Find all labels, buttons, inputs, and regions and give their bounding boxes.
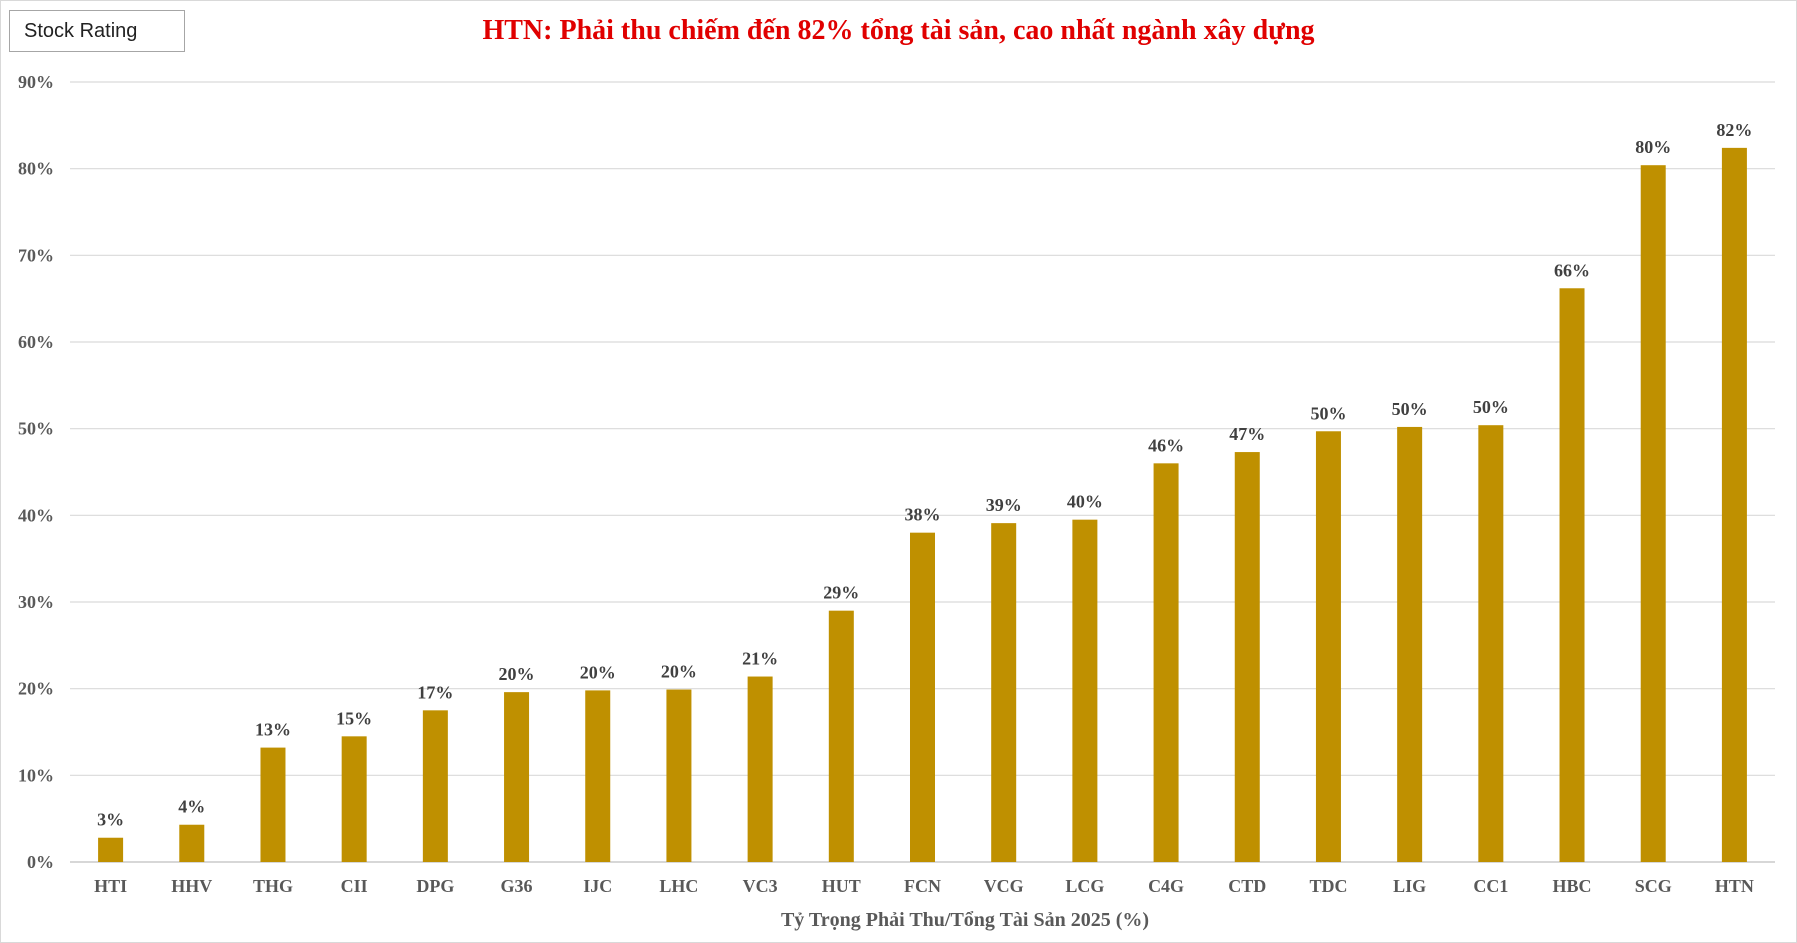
bar-dpg [422, 710, 448, 862]
bar-hti [98, 837, 124, 862]
data-label: 20% [580, 662, 616, 682]
category-label: C4G [1148, 876, 1184, 896]
x-axis-label: Tỷ Trọng Phải Thu/Tổng Tài Sản 2025 (%) [781, 909, 1149, 931]
category-label: LHC [659, 876, 698, 896]
y-tick-label: 50% [18, 419, 54, 439]
bar-lhc [666, 689, 692, 862]
category-label: THG [253, 876, 293, 896]
bar-fcn [910, 532, 935, 862]
data-label: 17% [417, 682, 453, 702]
bar-c4g [1153, 463, 1179, 862]
data-label: 15% [336, 708, 372, 728]
data-label: 46% [1148, 435, 1184, 455]
x-axis-categories: HTI HHV THG CII DPG G36 IJC LHC VC3 HUT FCN VCG LCG C… [94, 876, 1754, 896]
data-label: 50% [1473, 397, 1509, 417]
bar-scg [1640, 165, 1666, 862]
category-label: VC3 [743, 876, 778, 896]
data-label: 20% [499, 664, 535, 684]
data-label: 50% [1310, 403, 1346, 423]
category-label: HHV [171, 876, 212, 896]
data-label: 4% [178, 797, 205, 817]
bar-hbc [1559, 288, 1585, 862]
y-tick-label: 40% [18, 505, 54, 525]
data-label: 3% [97, 810, 124, 830]
category-label: VCG [984, 876, 1024, 896]
category-label: HTI [94, 876, 127, 896]
category-label: TDC [1309, 876, 1347, 896]
category-label: G36 [501, 876, 533, 896]
category-label: CC1 [1473, 876, 1508, 896]
y-tick-label: 80% [18, 159, 54, 179]
bar-ctd [1234, 452, 1260, 862]
bar-htn [1721, 147, 1747, 862]
bar-cii [341, 736, 367, 862]
data-label: 38% [905, 505, 941, 525]
bar-lcg [1072, 519, 1098, 862]
data-label: 39% [986, 495, 1022, 515]
data-label: 80% [1635, 137, 1671, 157]
bar-g36 [504, 692, 530, 862]
bar-ijc [585, 690, 611, 862]
stock-rating-badge: Stock Rating [9, 10, 185, 52]
category-label: FCN [904, 876, 941, 896]
y-tick-label: 70% [18, 245, 54, 265]
category-label: LCG [1065, 876, 1104, 896]
category-label: SCG [1635, 876, 1672, 896]
y-tick-label: 20% [18, 679, 54, 699]
y-tick-label: 0% [27, 852, 54, 872]
category-label: CII [341, 876, 368, 896]
bar-hhv [179, 824, 205, 862]
data-label: 29% [823, 583, 859, 603]
category-label: LIG [1393, 876, 1426, 896]
y-tick-label: 30% [18, 592, 54, 612]
bar-vc3 [747, 676, 773, 862]
data-label: 21% [742, 649, 778, 669]
y-tick-label: 90% [18, 72, 54, 92]
bars [98, 147, 1747, 862]
bar-cc1 [1478, 425, 1504, 862]
data-label: 47% [1229, 424, 1265, 444]
category-label: HUT [822, 876, 861, 896]
data-label: 20% [661, 662, 697, 682]
bar-thg [260, 747, 286, 862]
y-tick-label: 60% [18, 332, 54, 352]
bar-vcg [991, 523, 1017, 862]
data-label: 40% [1067, 492, 1103, 512]
data-label: 13% [255, 720, 291, 740]
chart-title: HTN: Phải thu chiếm đến 82% tổng tài sản… [482, 15, 1315, 46]
bar-tdc [1315, 431, 1341, 862]
y-axis-ticks: 0% 10% 20% 30% 40% 50% 60% 70% 80% 90% [18, 72, 54, 872]
bar-lig [1397, 426, 1423, 862]
bar-hut [828, 610, 854, 862]
category-label: HBC [1553, 876, 1592, 896]
category-label: CTD [1228, 876, 1266, 896]
data-labels: 3% 4% 13% 15% 17% 20% 20% 20% 21% 29% 38% 39% 40% 46%… [97, 120, 1752, 830]
category-label: HTN [1715, 876, 1754, 896]
data-label: 82% [1716, 120, 1752, 140]
category-label: IJC [583, 876, 612, 896]
y-tick-label: 10% [18, 765, 54, 785]
category-label: DPG [416, 876, 454, 896]
data-label: 66% [1554, 260, 1590, 280]
data-label: 50% [1392, 399, 1428, 419]
